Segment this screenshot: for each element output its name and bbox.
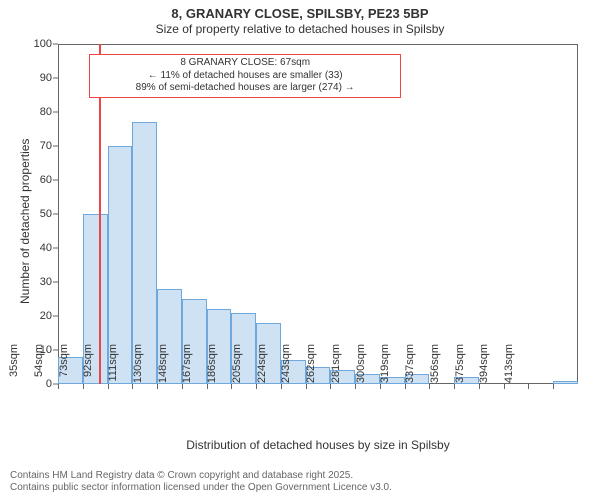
x-tick-label: 243sqm [280,344,292,394]
plot-area: 010203040506070809010035sqm54sqm73sqm92s… [58,44,578,384]
y-tick-label: 20 [18,310,52,322]
x-tick-label: 111sqm [107,344,119,394]
x-tick-label: 148sqm [157,344,169,394]
x-tick-label: 319sqm [379,344,391,394]
x-tick-label: 130sqm [132,344,144,394]
annotation-line: 8 GRANARY CLOSE: 67sqm [94,57,396,70]
x-tick-label: 35sqm [8,344,20,394]
x-tick-label: 281sqm [330,344,342,394]
x-tick-label: 300sqm [355,344,367,394]
footer-attribution: Contains HM Land Registry data © Crown c… [10,470,392,494]
x-tick-label: 186sqm [206,344,218,394]
chart-title: 8, GRANARY CLOSE, SPILSBY, PE23 5BP [0,0,600,22]
x-tick-label: 205sqm [231,344,243,394]
histogram-bar [553,381,578,384]
x-tick-label: 337sqm [404,344,416,394]
annotation-line: ← 11% of detached houses are smaller (33… [94,70,396,83]
x-axis-label: Distribution of detached houses by size … [58,438,578,452]
footer-line: Contains HM Land Registry data © Crown c… [10,470,392,482]
annotation-line: 89% of semi-detached houses are larger (… [94,82,396,95]
x-tick-label: 73sqm [58,344,70,394]
chart-subtitle: Size of property relative to detached ho… [0,22,600,36]
x-tick-label: 375sqm [454,344,466,394]
x-tick-label: 167sqm [181,344,193,394]
footer-line: Contains public sector information licen… [10,482,392,494]
y-tick-label: 100 [18,38,52,50]
y-axis-label: Number of detached properties [18,139,32,304]
x-tick-label: 54sqm [33,344,45,394]
y-tick-label: 90 [18,72,52,84]
x-tick-label: 262sqm [305,344,317,394]
x-tick-label: 413sqm [503,344,515,394]
x-tick-label: 356sqm [429,344,441,394]
x-tick-label: 394sqm [478,344,490,394]
x-tick-label: 92sqm [82,344,94,394]
y-tick-label: 80 [18,106,52,118]
x-tick-label: 224sqm [256,344,268,394]
annotation-callout: 8 GRANARY CLOSE: 67sqm← 11% of detached … [89,54,401,98]
